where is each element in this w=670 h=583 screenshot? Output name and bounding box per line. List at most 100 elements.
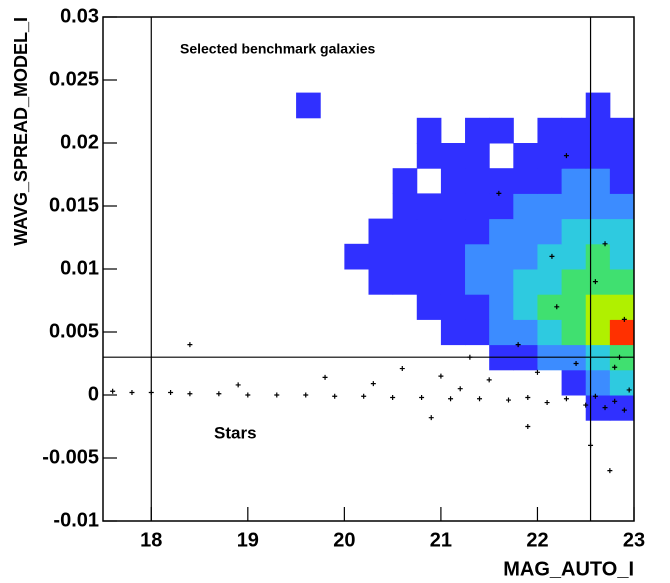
heat-cell (416, 218, 442, 245)
heat-cell (465, 117, 490, 144)
heat-cell (489, 168, 514, 194)
heat-cell (465, 319, 490, 346)
point (525, 395, 531, 401)
heat-cell (440, 168, 466, 194)
heat-cell (609, 395, 635, 421)
heat-cell (585, 294, 611, 320)
heat-cell (416, 143, 442, 169)
heat-cell (513, 193, 538, 220)
point (626, 387, 632, 393)
heat-cell (440, 269, 466, 295)
heat-cell (561, 243, 587, 270)
heat-cell (416, 117, 442, 144)
heat-cell (440, 143, 466, 169)
heat-cell (489, 117, 514, 144)
heat-cell (465, 243, 490, 270)
x-tick-label: 21 (430, 529, 452, 551)
y-tick-label: -0.005 (42, 446, 99, 468)
point (583, 402, 589, 408)
x-tick-label: 18 (140, 529, 162, 551)
point (505, 397, 511, 403)
point (563, 396, 569, 402)
heat-cell (416, 269, 442, 295)
heatmap (296, 92, 635, 421)
x-tick-label: 20 (333, 529, 355, 551)
point (612, 398, 618, 404)
heat-cell (392, 269, 418, 295)
heat-cell (585, 319, 611, 346)
point (534, 369, 540, 375)
heat-cell (585, 218, 611, 245)
point (390, 395, 396, 401)
heat-cell (561, 319, 587, 346)
heat-cell (609, 269, 635, 295)
x-tick-label: 23 (623, 529, 645, 551)
heat-cell (585, 117, 611, 144)
heat-cell (609, 294, 635, 320)
point (563, 153, 569, 159)
y-tick-label: 0.03 (60, 5, 99, 27)
heat-cell (513, 218, 538, 245)
heat-cell (392, 193, 418, 220)
x-tick-label: 19 (237, 529, 259, 551)
heat-cell (489, 193, 514, 220)
heat-cell (513, 294, 538, 320)
y-tick-label: -0.01 (53, 509, 99, 531)
heat-cell (368, 269, 394, 295)
point (573, 361, 579, 366)
y-tick-label: 0.02 (60, 131, 99, 153)
heat-cell (561, 218, 587, 245)
point (419, 395, 425, 401)
point (621, 407, 627, 413)
y-tick-label: 0 (88, 383, 99, 405)
point (370, 381, 376, 387)
point (549, 253, 555, 259)
heat-cell (609, 193, 635, 220)
point (274, 392, 280, 398)
point (168, 389, 174, 395)
heat-cell (561, 369, 587, 396)
heat-cell (296, 92, 321, 119)
heat-cell (513, 269, 538, 295)
point (303, 392, 309, 398)
heat-cell (440, 193, 466, 220)
heat-cell (537, 143, 563, 169)
heat-cell (440, 294, 466, 320)
heat-cell (440, 243, 466, 270)
point (621, 316, 627, 322)
point (515, 342, 521, 348)
point (525, 424, 531, 429)
heat-cell (465, 168, 490, 194)
heat-cell (440, 319, 466, 346)
heat-cell (537, 168, 563, 194)
point (438, 373, 444, 379)
heat-cell (465, 143, 490, 169)
heat-cell (609, 168, 635, 194)
y-tick-label: 0.005 (49, 320, 99, 342)
y-tick-label: 0.01 (60, 257, 99, 279)
heat-cell (609, 369, 635, 396)
x-tick-label: 22 (526, 529, 548, 551)
point (187, 391, 193, 397)
point (592, 393, 598, 399)
heat-cell (465, 294, 490, 320)
heat-cell (561, 269, 587, 295)
heat-cell (537, 218, 563, 245)
heat-cell (368, 243, 394, 270)
point (399, 366, 405, 372)
point (187, 342, 193, 348)
heat-cell (513, 319, 538, 346)
y-axis-title: WAVG_SPREAD_MODEL_I (11, 17, 31, 246)
heat-cell (489, 294, 514, 320)
heat-cell (609, 218, 635, 245)
heat-cell (465, 269, 490, 295)
heat-cell (513, 143, 538, 169)
heat-cell (609, 117, 635, 144)
point (448, 396, 454, 402)
point (477, 396, 483, 402)
heat-cell (585, 269, 611, 295)
heat-cell (609, 319, 635, 346)
point (245, 392, 251, 398)
point (235, 382, 241, 388)
